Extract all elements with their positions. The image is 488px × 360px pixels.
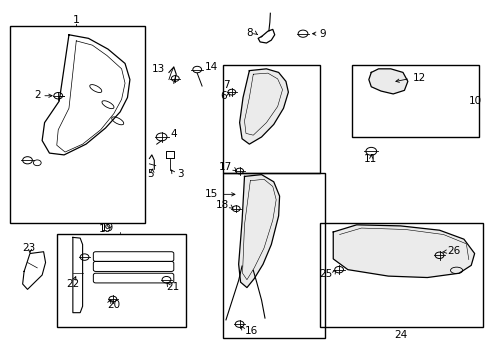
Text: 4: 4: [170, 129, 177, 139]
Text: 11: 11: [363, 154, 376, 164]
Text: 5: 5: [147, 169, 154, 179]
Text: 7: 7: [223, 80, 229, 90]
Bar: [320, 223, 483, 327]
Polygon shape: [238, 175, 279, 288]
Bar: [57, 234, 185, 327]
Polygon shape: [239, 69, 288, 144]
Text: 22: 22: [66, 279, 80, 289]
Text: 15: 15: [204, 189, 217, 199]
Bar: [351, 65, 478, 137]
Text: 23: 23: [22, 243, 36, 253]
Text: 2: 2: [34, 90, 41, 100]
Text: 3: 3: [177, 169, 183, 179]
Text: 8: 8: [246, 28, 253, 38]
Text: 25: 25: [318, 269, 331, 279]
Text: 1: 1: [73, 15, 80, 26]
Text: 9: 9: [319, 29, 325, 39]
Text: 19: 19: [100, 224, 113, 233]
Text: 10: 10: [468, 96, 481, 106]
Text: 17: 17: [219, 162, 232, 172]
Text: 26: 26: [446, 246, 459, 256]
Text: 21: 21: [166, 282, 180, 292]
Polygon shape: [332, 225, 474, 278]
Text: 16: 16: [244, 325, 257, 336]
Text: 19: 19: [99, 225, 112, 234]
Text: 20: 20: [107, 300, 120, 310]
Text: 14: 14: [204, 62, 217, 72]
Bar: [222, 65, 320, 173]
Text: 24: 24: [393, 330, 407, 340]
Polygon shape: [368, 69, 407, 94]
Text: 6: 6: [220, 91, 226, 101]
Text: 18: 18: [215, 200, 228, 210]
Bar: [222, 173, 325, 338]
Bar: [10, 26, 144, 223]
Text: 12: 12: [412, 73, 425, 83]
Text: 13: 13: [152, 64, 165, 74]
